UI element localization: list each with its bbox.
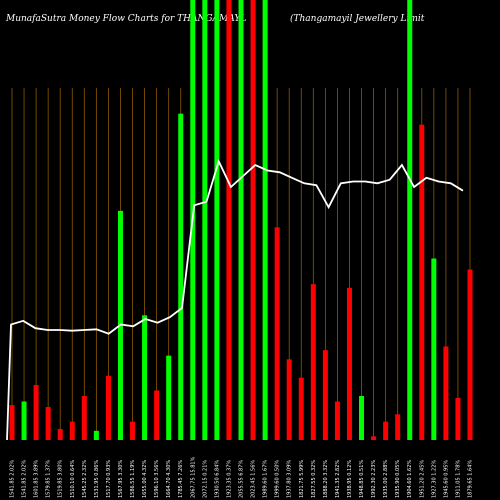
bar-down <box>33 385 39 440</box>
tick-label: 1785.45 7.26% <box>178 460 184 498</box>
bar-down <box>322 350 328 440</box>
tick-label: 1541.85 2.02% <box>22 460 28 498</box>
tick-label: 1941.35 2.82% <box>335 460 341 498</box>
bar-down <box>395 414 401 440</box>
chart-subtitle: (Thangamayil Jewellery Limit <box>290 14 425 24</box>
money-flow-line <box>6 158 464 441</box>
tick-label: 1541.85 2.02% <box>10 460 16 498</box>
bar-down <box>346 287 352 440</box>
bar-up <box>166 355 172 440</box>
bar-up <box>21 401 27 440</box>
tick-label: 1879.65 1.64% <box>468 460 474 498</box>
line-layer <box>6 158 464 441</box>
bar-down <box>105 375 111 440</box>
bar-up <box>178 113 184 441</box>
tick-label: 1655.00 4.32% <box>142 460 148 498</box>
tick-label: 1930.50 6.84% <box>214 460 220 498</box>
chart-title: MunafaSutra Money Flow Charts for THANGA… <box>6 14 247 24</box>
bar-up <box>407 0 413 440</box>
tick-label: 1935.90 0.05% <box>395 460 401 498</box>
bar-up <box>214 0 220 440</box>
bar-down <box>286 359 292 440</box>
bar-up <box>262 0 268 440</box>
tick-label: 1579.85 1.37% <box>46 460 52 498</box>
bar-up <box>359 396 365 440</box>
tick-label: 1567.95 3.30% <box>118 460 124 498</box>
tick-label: 2072.15 0.21% <box>202 460 208 498</box>
tick-label: 1827.55 0.32% <box>311 460 317 498</box>
tick-label: 1951.20 2.45% <box>419 460 425 498</box>
tick-label: 1911.05 1.78% <box>455 460 461 498</box>
bar-down <box>383 421 389 440</box>
tick-label: 1935.00 2.88% <box>383 460 389 498</box>
tick-label: 1519.85 3.80% <box>58 460 64 498</box>
tick-label: 1945.60 0.95% <box>443 460 449 498</box>
bar-down <box>81 396 87 440</box>
tick-label: 1888.20 3.32% <box>323 460 329 498</box>
bar-up <box>142 315 148 440</box>
bar-down <box>130 421 136 440</box>
tick-label: 1992.30 2.23% <box>371 460 377 498</box>
bar-down <box>69 421 75 440</box>
tick-label: 2067.75 15.81% <box>190 456 196 498</box>
bar-down <box>57 429 63 440</box>
bar-down <box>310 284 316 440</box>
bar-down <box>274 227 280 440</box>
bar-down <box>250 0 256 440</box>
tick-label: 1596.10 3.56% <box>154 460 160 498</box>
bar-layer <box>9 0 473 441</box>
bar-up <box>238 0 244 440</box>
tick-label: 2055.55 6.87% <box>239 460 245 498</box>
bar-down <box>9 405 15 440</box>
tick-label: 1545.25 2.32% <box>82 460 88 498</box>
tick-label: 1904.60 1.62% <box>407 460 413 498</box>
tick-label: 1948.85 0.51% <box>359 460 365 498</box>
tick-label: 1938.95 0.12% <box>347 460 353 498</box>
tick-label: 2023.45 1.56% <box>251 460 257 498</box>
bar-down <box>154 390 160 440</box>
bar-down <box>455 397 461 440</box>
tick-label: 1937.80 3.09% <box>287 460 293 498</box>
tick-label: 1923.35 0.37% <box>226 460 232 498</box>
tick-label: 1989.60 1.67% <box>263 460 269 498</box>
bar-down <box>45 407 51 440</box>
tick-label: 1664.70 4.30% <box>166 460 172 498</box>
bar-down <box>298 377 304 440</box>
tick-label: 1586.55 1.19% <box>130 460 136 498</box>
tick-layer: 1541.85 2.02% 1541.85 2.02% 1601.85 3.89% 1… <box>10 456 474 498</box>
bar-up <box>431 258 437 440</box>
bar-up <box>202 0 208 440</box>
bar-down <box>443 346 449 440</box>
tick-label: 1821.75 5.99% <box>299 460 305 498</box>
bar-down <box>419 124 425 441</box>
tick-label: 1999.60 0.50% <box>275 460 281 498</box>
tick-label: 1927.30 1.22% <box>431 460 437 498</box>
bar-up <box>93 430 99 440</box>
tick-label: 1531.95 0.86% <box>94 460 100 498</box>
bar-down <box>334 401 340 440</box>
bar-down <box>371 436 377 440</box>
tick-label: 1510.10 0.64% <box>70 460 76 498</box>
bar-down <box>467 269 473 440</box>
bar-down <box>226 0 232 440</box>
tick-label: 1601.85 3.89% <box>34 460 40 498</box>
tick-label: 1517.70 0.93% <box>106 460 112 498</box>
